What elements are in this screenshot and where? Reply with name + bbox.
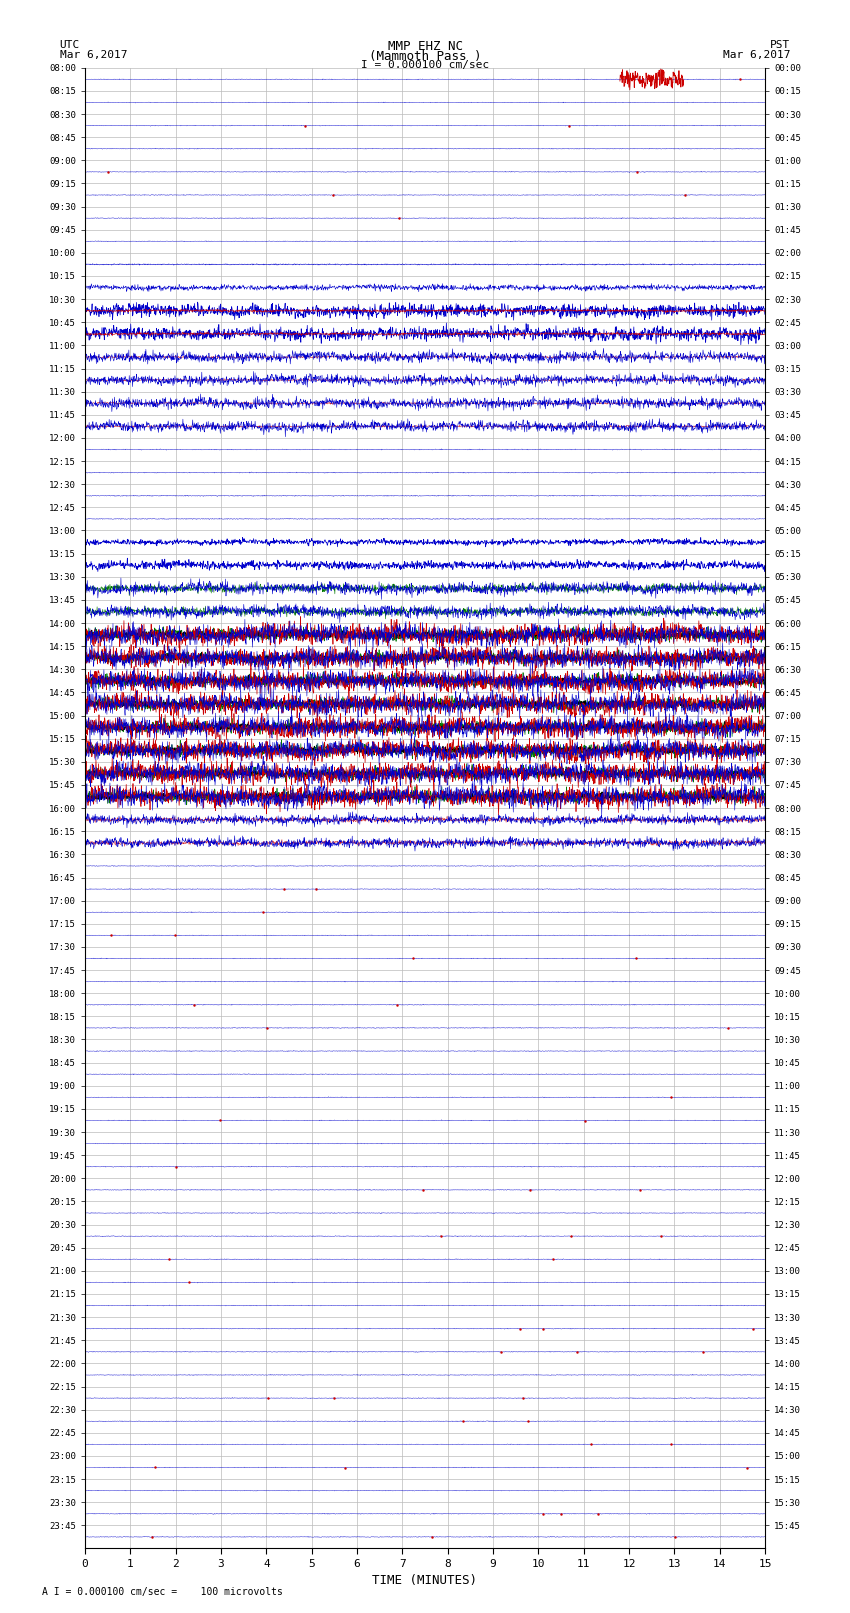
Text: A I = 0.000100 cm/sec =    100 microvolts: A I = 0.000100 cm/sec = 100 microvolts [42, 1587, 283, 1597]
Text: Mar 6,2017: Mar 6,2017 [723, 50, 791, 60]
Text: MMP EHZ NC: MMP EHZ NC [388, 40, 462, 53]
Text: UTC: UTC [60, 40, 80, 50]
Text: I = 0.000100 cm/sec: I = 0.000100 cm/sec [361, 60, 489, 69]
Text: (Mammoth Pass ): (Mammoth Pass ) [369, 50, 481, 63]
Text: PST: PST [770, 40, 790, 50]
X-axis label: TIME (MINUTES): TIME (MINUTES) [372, 1574, 478, 1587]
Text: Mar 6,2017: Mar 6,2017 [60, 50, 127, 60]
